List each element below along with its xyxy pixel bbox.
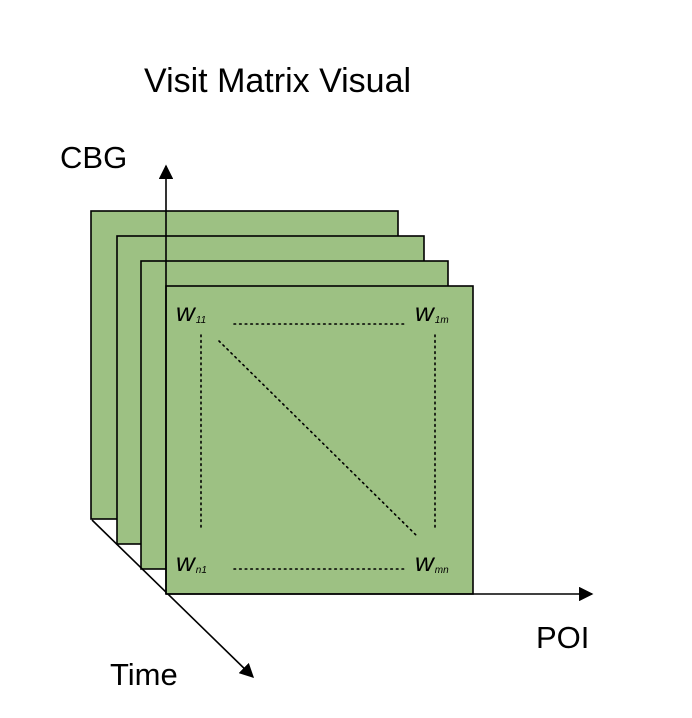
corner-label-wmn: wmn	[415, 547, 449, 577]
y-axis-label: CBG	[60, 140, 127, 175]
x-axis-label: POI	[536, 620, 589, 655]
corner-label-wn1: wn1	[176, 547, 207, 577]
time-axis-line	[91, 519, 255, 679]
diagonal-dotted-line	[218, 340, 418, 537]
matrix-dotted-guides	[200, 323, 436, 570]
z-axis-label: Time	[110, 657, 178, 692]
corner-label-w1m: w1m	[415, 297, 449, 327]
corner-label-w11: w11	[176, 297, 206, 327]
diagram-title: Visit Matrix Visual	[144, 62, 411, 100]
